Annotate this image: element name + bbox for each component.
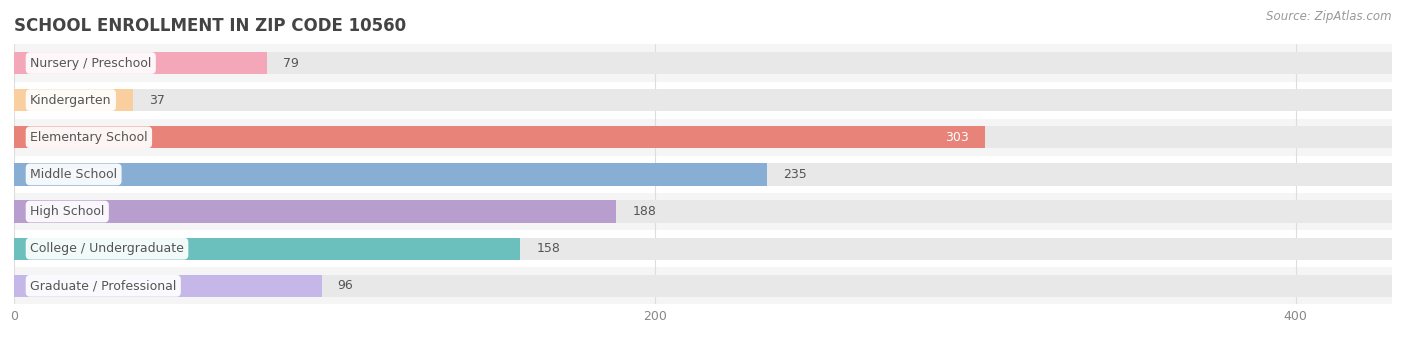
- Text: 37: 37: [149, 94, 165, 107]
- Bar: [14, 275, 322, 297]
- Text: 79: 79: [283, 56, 299, 69]
- Text: Elementary School: Elementary School: [30, 131, 148, 144]
- Bar: [14, 82, 1392, 119]
- Bar: [14, 156, 1392, 193]
- Text: High School: High School: [30, 205, 104, 218]
- Bar: [14, 126, 986, 148]
- Bar: [14, 44, 1392, 82]
- Bar: [14, 200, 1392, 223]
- Text: Middle School: Middle School: [30, 168, 117, 181]
- Bar: [14, 230, 1392, 267]
- Bar: [14, 238, 520, 260]
- Text: 235: 235: [783, 168, 807, 181]
- Bar: [14, 267, 1392, 304]
- Bar: [14, 126, 1392, 148]
- Bar: [14, 193, 1392, 230]
- Bar: [14, 52, 1392, 74]
- Text: 303: 303: [945, 131, 969, 144]
- Text: 158: 158: [536, 242, 560, 255]
- Bar: [14, 52, 267, 74]
- Text: College / Undergraduate: College / Undergraduate: [30, 242, 184, 255]
- Text: Graduate / Professional: Graduate / Professional: [30, 279, 177, 292]
- Text: Source: ZipAtlas.com: Source: ZipAtlas.com: [1267, 10, 1392, 23]
- Text: 96: 96: [337, 279, 353, 292]
- Text: Kindergarten: Kindergarten: [30, 94, 111, 107]
- Bar: [14, 163, 1392, 186]
- Bar: [14, 89, 132, 111]
- Bar: [14, 89, 1392, 111]
- Bar: [14, 163, 768, 186]
- Bar: [14, 275, 1392, 297]
- Bar: [14, 200, 616, 223]
- Text: 188: 188: [633, 205, 657, 218]
- Text: Nursery / Preschool: Nursery / Preschool: [30, 56, 152, 69]
- Bar: [14, 119, 1392, 156]
- Bar: [14, 238, 1392, 260]
- Text: SCHOOL ENROLLMENT IN ZIP CODE 10560: SCHOOL ENROLLMENT IN ZIP CODE 10560: [14, 16, 406, 35]
